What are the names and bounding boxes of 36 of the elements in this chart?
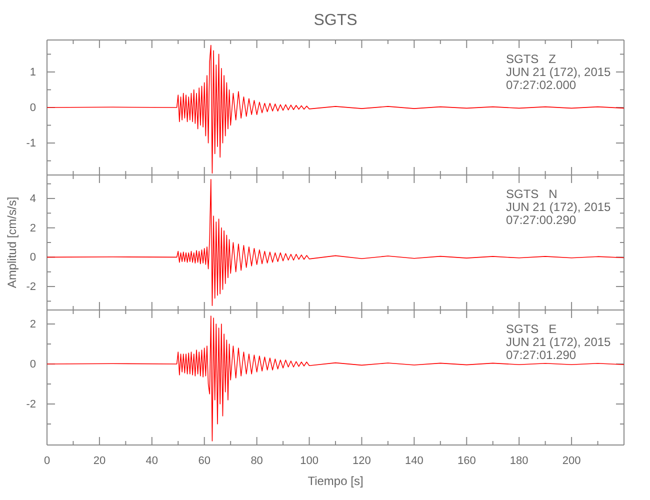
x-tick-label: 60 — [198, 454, 210, 467]
x-tick-label: 20 — [93, 454, 106, 467]
y-tick-label: 2 — [30, 318, 36, 331]
x-tick-label: 140 — [405, 454, 424, 467]
y-tick-label: -1 — [26, 138, 36, 150]
annotation: 07:27:00.290 — [506, 213, 576, 227]
x-tick-label: 100 — [300, 454, 318, 467]
x-tick-label: 200 — [562, 454, 581, 467]
y-tick-label: 0 — [30, 252, 36, 264]
annotation: SGTS E — [506, 322, 557, 336]
annotation: 07:27:02.000 — [506, 78, 576, 92]
annotation: 07:27:01.290 — [506, 348, 576, 362]
x-tick-label: 40 — [146, 454, 158, 467]
y-tick-label: 0 — [30, 358, 36, 371]
chart-title: SGTS — [314, 12, 358, 29]
x-axis-title: Tiempo [s] — [308, 474, 364, 488]
y-tick-label: -2 — [26, 281, 36, 294]
annotation: SGTS N — [506, 187, 558, 201]
x-tick-label: 180 — [510, 454, 528, 467]
annotation: SGTS Z — [506, 52, 556, 66]
x-tick-label: 0 — [44, 454, 50, 467]
annotation: JUN 21 (172), 2015 — [506, 200, 612, 214]
x-tick-label: 160 — [457, 454, 476, 467]
x-tick-label: 80 — [250, 454, 263, 467]
y-tick-label: 2 — [30, 222, 36, 234]
annotation: JUN 21 (172), 2015 — [506, 335, 612, 349]
y-tick-label: 0 — [30, 102, 36, 114]
line-series — [46, 179, 624, 306]
y-tick-label: -2 — [26, 398, 36, 411]
y-axis-title: Amplitud [cm/s/s] — [5, 196, 19, 288]
y-tick-label: 4 — [30, 193, 36, 205]
line-series — [46, 316, 624, 442]
annotation: JUN 21 (172), 2015 — [506, 65, 612, 79]
line-series — [46, 44, 624, 174]
x-tick-label: 120 — [352, 454, 371, 467]
y-tick-label: 1 — [30, 66, 36, 78]
